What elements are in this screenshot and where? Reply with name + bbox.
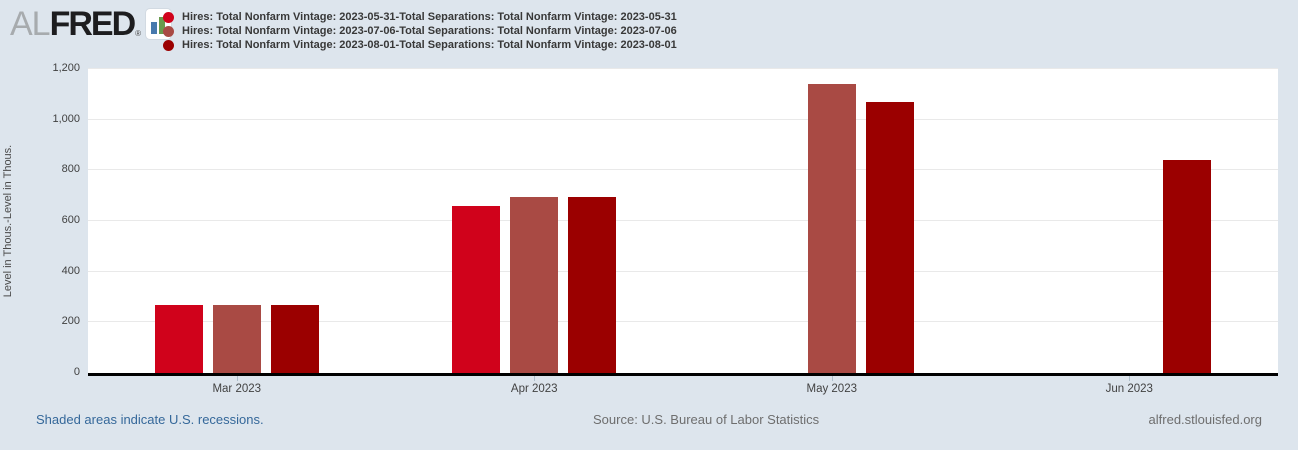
bar-mar-2023-series-2[interactable] bbox=[212, 304, 261, 373]
source-link[interactable]: Source: U.S. Bureau of Labor Statistics bbox=[593, 412, 820, 427]
x-axis-tick-mark bbox=[236, 376, 238, 381]
bar-mar-2023-series-1[interactable] bbox=[154, 304, 203, 373]
legend-series-dot-icon bbox=[163, 25, 174, 37]
x-axis-tick-mark bbox=[831, 376, 833, 381]
site-link[interactable]: alfred.stlouisfed.org bbox=[1148, 412, 1262, 427]
y-axis-tick-label: 1,000 bbox=[52, 112, 80, 125]
y-axis-tick-label: 200 bbox=[61, 315, 80, 328]
gridline bbox=[88, 270, 1278, 272]
logo-al-text: AL bbox=[10, 4, 51, 43]
x-axis-tick-label: Jun 2023 bbox=[1105, 383, 1153, 395]
bar-apr-2023-series-3[interactable] bbox=[568, 196, 617, 373]
gridline bbox=[88, 169, 1278, 171]
recession-note-link[interactable]: Shaded areas indicate U.S. recessions. bbox=[36, 412, 264, 427]
graph-footer: Shaded areas indicate U.S. recessions. S… bbox=[0, 412, 1298, 427]
logo-fred-text: FRED bbox=[49, 4, 137, 43]
bar-may-2023-series-2[interactable] bbox=[807, 84, 856, 373]
y-axis: 0 200 400 600 800 1,000 1,200 bbox=[0, 62, 80, 378]
gridline bbox=[88, 220, 1278, 221]
legend-series-dot-icon bbox=[163, 11, 174, 23]
gridline bbox=[88, 321, 1278, 323]
y-axis-tick-label: 800 bbox=[61, 163, 80, 176]
bar-apr-2023-series-2[interactable] bbox=[510, 196, 559, 373]
y-axis-tick-label: 1,200 bbox=[52, 62, 80, 74]
legend-series-label: Hires: Total Nonfarm Vintage: 2023-07-06… bbox=[182, 25, 677, 37]
gridline bbox=[88, 68, 1278, 69]
chart-legend: Hires: Total Nonfarm Vintage: 2023-05-31… bbox=[163, 10, 677, 52]
x-axis-tick-label: Mar 2023 bbox=[212, 383, 262, 395]
gridline bbox=[88, 118, 1278, 120]
legend-series-dot-icon bbox=[163, 39, 174, 51]
y-axis-tick-label: 600 bbox=[61, 214, 80, 226]
legend-item: Hires: Total Nonfarm Vintage: 2023-05-31… bbox=[163, 10, 677, 24]
x-axis-tick-label: May 2023 bbox=[806, 383, 857, 395]
plot-area bbox=[88, 68, 1278, 376]
bar-apr-2023-series-1[interactable] bbox=[452, 205, 501, 373]
legend-item: Hires: Total Nonfarm Vintage: 2023-07-06… bbox=[163, 24, 677, 38]
registered-trademark: ® bbox=[135, 29, 142, 38]
x-axis-tick-mark bbox=[534, 376, 536, 381]
alfred-logo[interactable]: AL FRED ® bbox=[10, 4, 172, 43]
legend-item: Hires: Total Nonfarm Vintage: 2023-08-01… bbox=[163, 38, 677, 52]
legend-series-label: Hires: Total Nonfarm Vintage: 2023-08-01… bbox=[182, 39, 677, 51]
bar-mar-2023-series-3[interactable] bbox=[270, 304, 319, 373]
y-axis-tick-label: 400 bbox=[61, 264, 80, 277]
y-axis-tick-label: 0 bbox=[73, 366, 80, 378]
x-axis-tick-mark bbox=[1129, 376, 1131, 381]
x-axis-tick-label: Apr 2023 bbox=[510, 383, 558, 395]
bar-may-2023-series-3[interactable] bbox=[865, 101, 914, 373]
bar-jun-2023-series-3[interactable] bbox=[1163, 160, 1212, 373]
legend-series-label: Hires: Total Nonfarm Vintage: 2023-05-31… bbox=[182, 11, 677, 23]
